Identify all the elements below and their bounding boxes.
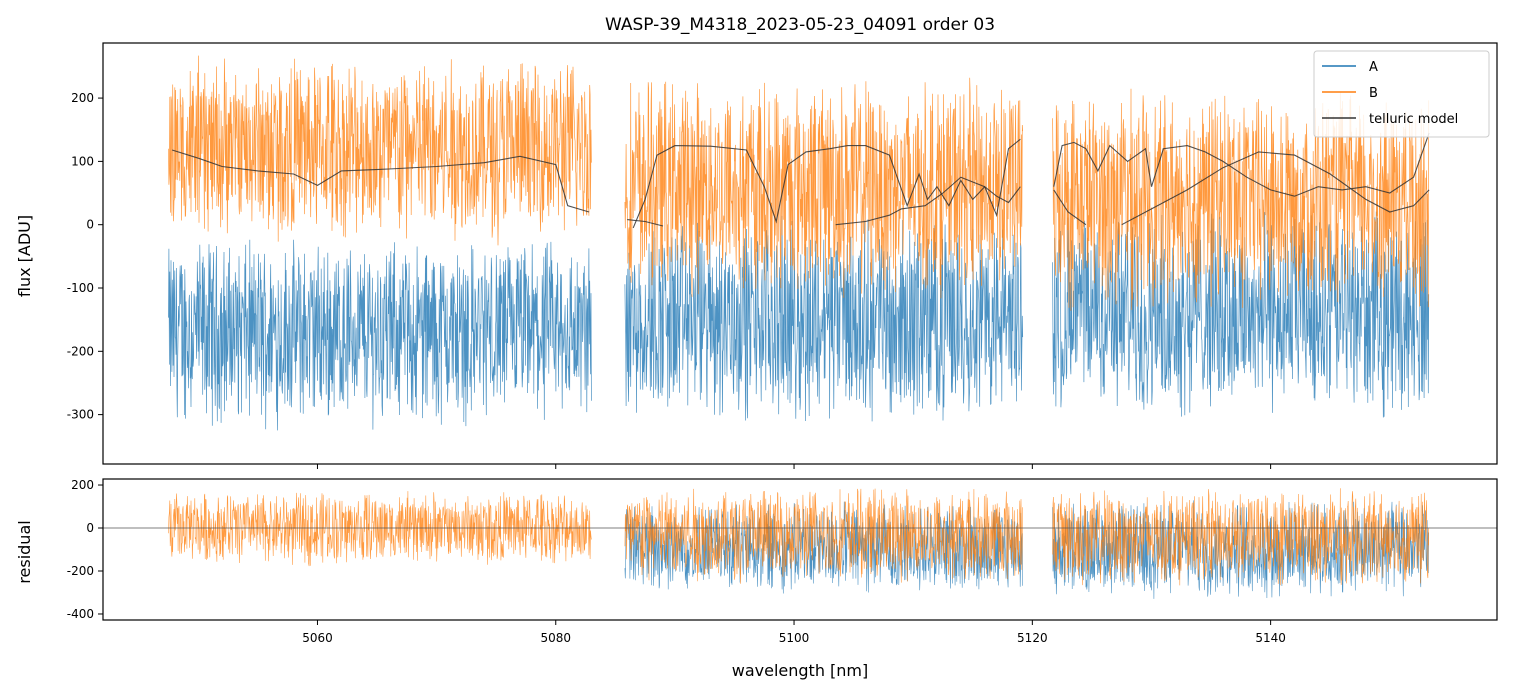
flux-y-tick-label-100: 100 bbox=[71, 154, 94, 168]
x-tick-label-5120: 5120 bbox=[1017, 631, 1048, 645]
residual-series-b-segment-1 bbox=[624, 488, 1023, 584]
flux-y-tick-label--300: -300 bbox=[67, 408, 94, 422]
flux-series-b-segment-2 bbox=[1052, 88, 1430, 311]
residual-plot-area bbox=[103, 488, 1497, 599]
residual-panel-frame bbox=[102, 478, 1498, 621]
flux-y-tick-label-0: 0 bbox=[86, 218, 94, 232]
flux-series-b-segment-1 bbox=[624, 77, 1024, 299]
legend-label-telluric: telluric model bbox=[1369, 112, 1458, 127]
legend-box bbox=[1313, 50, 1490, 138]
flux-y-tick-label--100: -100 bbox=[67, 281, 94, 295]
chart-title: WASP-39_M4318_2023-05-23_04091 order 03 bbox=[605, 15, 995, 35]
flux-y-tick-label--200: -200 bbox=[67, 344, 94, 358]
legend-label-a: A bbox=[1369, 60, 1378, 75]
residual-y-tick-label-0: 0 bbox=[86, 521, 94, 535]
flux-series-b-segment-0 bbox=[168, 55, 592, 246]
legend-label-b: B bbox=[1369, 86, 1378, 101]
x-axis: 5060 5080 5100 5120 5140 bbox=[302, 620, 1286, 645]
telluric-model-segment-2 bbox=[632, 138, 1021, 229]
residual-series-b-segment-0 bbox=[168, 491, 592, 567]
residual-series-b-segment-2 bbox=[1052, 488, 1429, 586]
flux-series-a-segment-1 bbox=[624, 215, 1024, 422]
residual-y-tick-label-200: 200 bbox=[71, 478, 94, 492]
legend: A B telluric model bbox=[1313, 50, 1490, 138]
x-axis-label: wavelength [nm] bbox=[732, 661, 869, 680]
x-tick-label-5140: 5140 bbox=[1255, 631, 1286, 645]
telluric-model-segment-0 bbox=[171, 149, 590, 213]
flux-y-axis-label: flux [ADU] bbox=[15, 215, 34, 297]
x-tick-label-5060: 5060 bbox=[302, 631, 333, 645]
residual-y-tick-label--200: -200 bbox=[67, 564, 94, 578]
flux-panel-frame bbox=[102, 42, 1498, 465]
residual-y-axis: -400 -200 0 200 bbox=[67, 478, 103, 621]
telluric-model-segment-3 bbox=[835, 176, 1021, 226]
flux-plot-area bbox=[168, 55, 1430, 431]
telluric-model-segment-1 bbox=[627, 219, 664, 227]
flux-y-tick-label-200: 200 bbox=[71, 91, 94, 105]
telluric-model-segment-4 bbox=[1053, 132, 1430, 197]
flux-panel: -300 -200 -100 0 100 200 flux [ADU] bbox=[15, 42, 1498, 469]
telluric-model-segment-5 bbox=[1053, 189, 1087, 226]
residual-y-axis-label: residual bbox=[15, 520, 34, 583]
flux-x-ticks bbox=[316, 464, 1272, 469]
x-tick-label-5080: 5080 bbox=[540, 631, 571, 645]
flux-series-a-segment-0 bbox=[168, 239, 592, 431]
flux-y-axis: -300 -200 -100 0 100 200 bbox=[67, 91, 103, 422]
telluric-model-segment-6 bbox=[1121, 151, 1430, 226]
residual-series-a-segment-0 bbox=[624, 501, 1023, 594]
residual-panel: -400 -200 0 200 5060 5080 5100 5120 5140 residu… bbox=[15, 478, 1498, 645]
x-tick-label-5100: 5100 bbox=[779, 631, 810, 645]
residual-y-tick-label--400: -400 bbox=[67, 607, 94, 621]
